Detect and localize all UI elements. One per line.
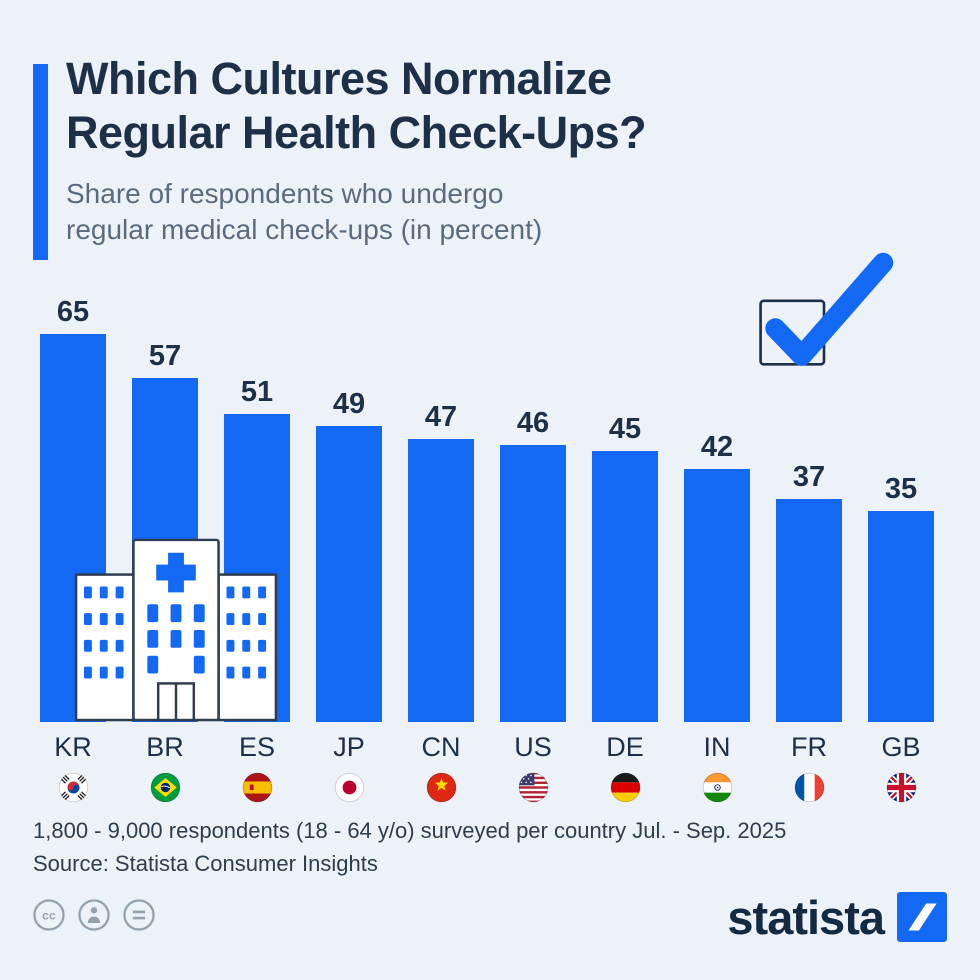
united-states-flag-icon (518, 772, 549, 803)
bar-column: 35 GB (868, 296, 934, 803)
brazil-flag-icon (150, 772, 181, 803)
bar (684, 469, 750, 722)
header: Which Cultures Normalize Regular Health … (66, 52, 647, 249)
bar-value-label: 65 (56, 296, 90, 328)
bar-column: 47 CN (408, 296, 474, 803)
country-label: CN (421, 732, 461, 762)
country-label: GB (881, 732, 921, 762)
germany-flag-icon (610, 772, 641, 803)
country-label: KR (54, 732, 92, 762)
country-label: FR (791, 732, 827, 762)
bar-value-label: 51 (240, 376, 274, 408)
bar-value-label: 42 (700, 431, 734, 463)
statista-logo[interactable]: statista (727, 892, 947, 942)
source-note: Source: Statista Consumer Insights (33, 851, 378, 876)
spain-flag-icon (242, 772, 273, 803)
chart-subtitle: Share of respondents who undergo regular… (66, 176, 646, 249)
country-label: US (514, 732, 552, 762)
svg-text:cc: cc (42, 909, 56, 923)
bar-value-label: 46 (516, 407, 550, 439)
bar-stack: 45 (592, 296, 658, 722)
bar-column: 45 DE (592, 296, 658, 803)
creative-commons-icon[interactable]: cc (32, 898, 66, 932)
bar (316, 426, 382, 722)
bar-column: 49 JP (316, 296, 382, 803)
country-label: JP (333, 732, 365, 762)
bar (868, 511, 934, 722)
attribution-person-icon[interactable] (77, 898, 111, 932)
bar (776, 499, 842, 722)
statista-logo-mark (897, 892, 947, 942)
license-icons: cc (32, 898, 156, 932)
bar-value-label: 57 (148, 340, 182, 372)
bar-column: 65 KR (40, 296, 106, 803)
bar-column: 37 FR (776, 296, 842, 803)
bar-column: 46 US (500, 296, 566, 803)
country-label: IN (703, 732, 731, 762)
bar-stack: 42 (684, 296, 750, 722)
title-accent-bar (33, 64, 48, 260)
no-derivatives-icon[interactable] (122, 898, 156, 932)
bar (500, 445, 566, 722)
subtitle-line-2: regular medical check-ups (in percent) (66, 214, 543, 246)
bar-column: 42 IN (684, 296, 750, 803)
survey-note: 1,800 - 9,000 respondents (18 - 64 y/o) … (33, 818, 787, 843)
country-label: BR (146, 732, 184, 762)
bar-value-label: 47 (424, 401, 458, 433)
bar-value-label: 37 (792, 461, 826, 493)
hospital-cross (156, 552, 196, 593)
bar (408, 439, 474, 722)
bar-value-label: 49 (332, 388, 366, 420)
bar-stack: 46 (500, 296, 566, 722)
bar-stack: 47 (408, 296, 474, 722)
bar-value-label: 45 (608, 413, 642, 445)
china-flag-icon (426, 772, 457, 803)
hospital-illustration (72, 535, 280, 723)
page-title: Which Cultures Normalize Regular Health … (66, 52, 647, 160)
united-kingdom-flag-icon (886, 772, 917, 803)
bar-stack: 35 (868, 296, 934, 722)
country-label: ES (238, 732, 276, 762)
bar-stack: 37 (776, 296, 842, 722)
south-korea-flag-icon (58, 772, 89, 803)
india-flag-icon (702, 772, 733, 803)
france-flag-icon (794, 772, 825, 803)
country-label: DE (606, 732, 644, 762)
title-line-1: Which Cultures Normalize (66, 53, 612, 104)
japan-flag-icon (334, 772, 365, 803)
title-line-2: Regular Health Check-Ups? (66, 107, 647, 158)
bar (592, 451, 658, 722)
subtitle-line-1: Share of respondents who undergo (66, 178, 504, 209)
bar-value-label: 35 (884, 473, 918, 505)
statista-wordmark: statista (727, 890, 885, 944)
check-mark-icon (750, 248, 898, 375)
bar-stack: 49 (316, 296, 382, 722)
